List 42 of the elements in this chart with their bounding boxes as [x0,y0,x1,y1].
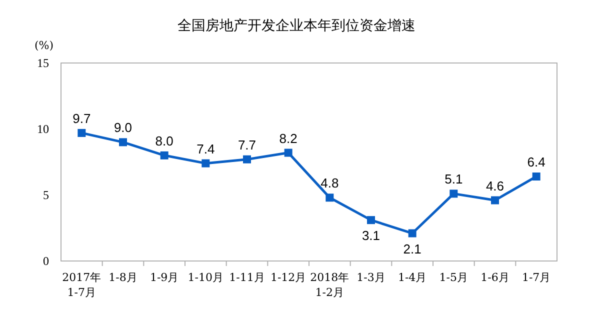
point [491,196,499,204]
data-label: 9.0 [114,120,132,136]
data-label: 8.0 [155,133,174,148]
point [326,194,334,202]
point [202,159,210,168]
y-tick-label: 15 [37,56,49,70]
x-tick-label: 1-5月 [439,271,468,284]
point [119,138,127,146]
point [450,190,458,198]
point [284,148,292,157]
point [160,151,168,160]
x-tick-label: 1-7月 [522,271,551,284]
data-label: 6.4 [527,154,546,170]
data-label: 4.6 [486,178,504,194]
point [532,172,540,181]
data-label: 7.4 [196,141,215,156]
data-label: 7.7 [238,137,256,152]
y-tick-label: 10 [37,122,49,136]
x-tick-label: 1-9月 [150,271,179,284]
point [408,229,416,238]
x-tick-label: 1-3月 [356,271,386,284]
point [367,216,375,224]
data-label: 5.1 [444,172,463,187]
y-tick-label: 5 [43,188,49,202]
data-label: 2.1 [403,241,422,256]
x-tick-label: 1-12月 [270,271,306,284]
point [243,155,251,164]
x-tick-label: 1-4月 [398,271,427,284]
data-label: 9.7 [72,110,91,126]
x-tick-label: 2017年 1-7月 [62,271,102,299]
x-tick-label: 1-10月 [188,271,224,284]
y-axis-title: (%) [34,39,54,52]
x-tick-label: 1-6月 [480,271,510,284]
chart-title: 全国房地产开发企业本年到位资金增速 [178,18,416,34]
data-label: 4.8 [320,176,339,191]
x-tick-label: 1-8月 [108,271,138,284]
point [78,128,86,137]
data-label: 8.2 [279,130,298,146]
y-tick-label: 0 [43,254,49,268]
x-tick-label: 2018年 1-2月 [310,271,350,299]
x-tick-label: 1-11月 [229,271,265,284]
data-label: 3.1 [362,228,380,244]
